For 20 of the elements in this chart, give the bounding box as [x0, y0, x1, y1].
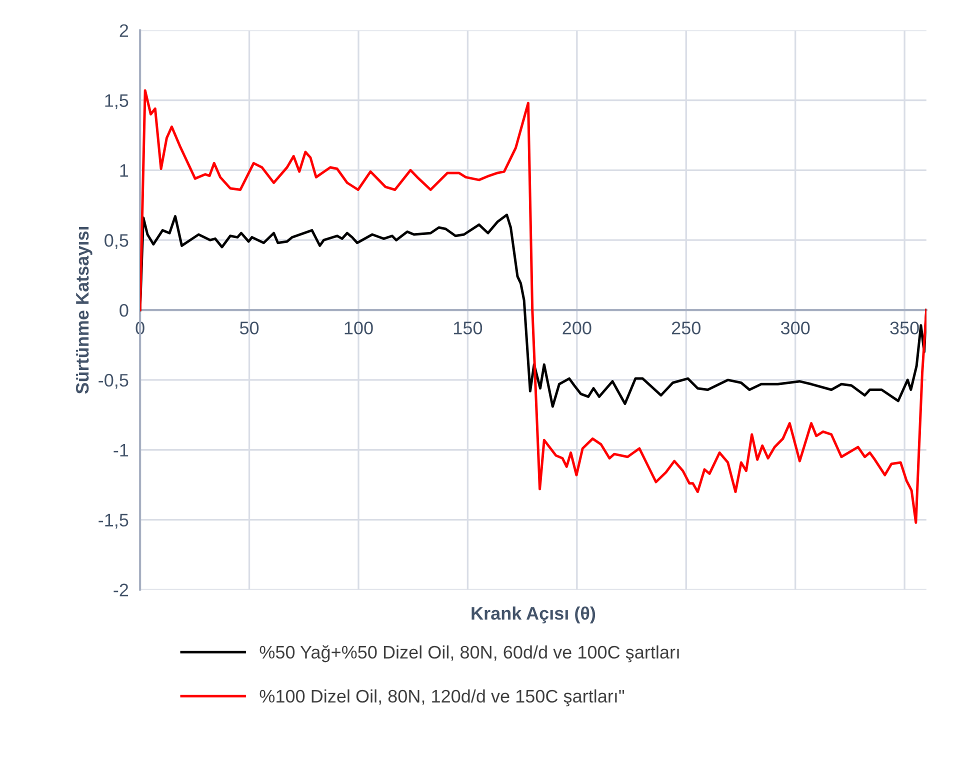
y-tick-label: -1 — [114, 444, 128, 456]
x-tick-label: 150 — [454, 322, 482, 334]
x-tick-label: 250 — [672, 322, 700, 334]
x-tick-label: 50 — [240, 322, 259, 334]
x-axis-title: Krank Açısı (θ) — [472, 606, 596, 624]
x-tick-label: 200 — [562, 322, 592, 334]
y-tick-label: -0,5 — [98, 374, 128, 389]
y-tick-label: 1 — [120, 164, 128, 177]
y-axis-title: Sürtünme Katsayısı — [76, 226, 92, 394]
x-tick-label: 350 — [890, 322, 919, 334]
x-tick-label: 300 — [780, 322, 810, 334]
legend-label: %100 Dizel Oil, 80N, 120d/d ve 150C şartları" — [260, 689, 624, 706]
y-tick-label: 1,5 — [105, 94, 128, 110]
y-tick-label: 0 — [120, 304, 128, 317]
y-tick-label: -2 — [114, 584, 128, 596]
x-tick-label: 100 — [344, 322, 373, 334]
y-tick-label: -1,5 — [98, 514, 128, 529]
legend-label: %50 Yağ+%50 Dizel Oil, 80N, 60d/d ve 100C şartları — [260, 645, 679, 662]
y-tick-label: 2 — [120, 24, 128, 37]
y-tick-label: 0,5 — [104, 234, 128, 249]
